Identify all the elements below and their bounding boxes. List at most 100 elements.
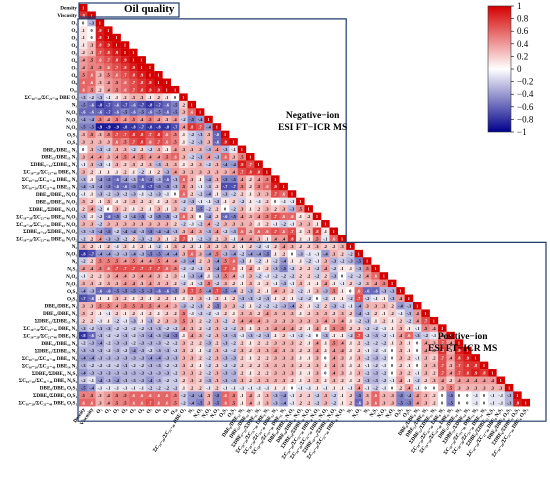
cell-value-label: -.3: [98, 333, 103, 338]
cell-value-label: .2: [299, 341, 302, 346]
heatmap-cell: [312, 354, 322, 362]
heatmap-cell: [212, 175, 222, 183]
heatmap-cell: [212, 287, 222, 295]
cell-value-label: -.4: [290, 303, 296, 308]
row-label: N₁: [72, 244, 78, 250]
cell-value-label: .7: [98, 50, 102, 55]
heatmap-cell: [87, 175, 96, 183]
cell-value-label: .2: [249, 363, 252, 368]
cell-value-label: -.8: [156, 125, 161, 130]
heatmap-cell: [246, 227, 255, 236]
cell-value-label: .7: [441, 370, 445, 375]
row-label: N₁: [72, 103, 78, 109]
cell-value-label: .6: [98, 58, 102, 63]
heatmap-cell: [129, 160, 138, 169]
heatmap-cell: [229, 234, 238, 243]
heatmap-cell: [95, 398, 105, 407]
cell-value-label: .3: [107, 199, 110, 204]
heatmap-cell: [254, 175, 263, 183]
cell-value-label: -.4: [98, 341, 104, 346]
heatmap-cell: [137, 205, 146, 213]
cell-value-label: -.2: [223, 348, 228, 353]
heatmap-cell: [479, 369, 489, 377]
cell-value-label: -.5: [139, 289, 144, 294]
cell-value-label: 1: [408, 296, 410, 301]
cell-value-label: 1: [299, 199, 301, 204]
heatmap-cell: [429, 361, 439, 370]
heatmap-cell: [413, 354, 422, 362]
heatmap-cell: [154, 138, 163, 146]
cell-value-label: -.2: [173, 370, 178, 375]
heatmap-cell: [296, 205, 305, 213]
heatmap-cell: [204, 294, 213, 303]
cell-value-label: -.3: [89, 348, 94, 353]
cell-value-label: -.7: [223, 184, 229, 189]
cell-value-label: -.1: [106, 162, 111, 167]
row-label: DBE₆/DBE₉ O₁S₁: [40, 386, 78, 392]
cell-value-label: .2: [299, 363, 302, 368]
cell-value-label: -.2: [181, 393, 186, 398]
cell-value-label: .3: [207, 266, 210, 271]
cell-value-label: .2: [299, 326, 302, 331]
heatmap-cell: [137, 354, 146, 362]
cell-value-label: .1: [407, 341, 410, 346]
heatmap-cell: [95, 123, 105, 131]
cell-value-label: .4: [90, 207, 94, 212]
heatmap-cell: [112, 234, 121, 243]
cell-value-label: .4: [140, 259, 144, 264]
heatmap-cell: [237, 234, 247, 243]
cell-value-label: .3: [265, 348, 268, 353]
cell-value-label: .3: [190, 177, 193, 182]
heatmap-cell: [413, 369, 422, 377]
heatmap-cell: [137, 234, 146, 243]
cell-value-label: .8: [140, 132, 143, 137]
heatmap-cell: [112, 123, 121, 131]
cell-value-label: -.1: [223, 385, 228, 390]
row-label: ΣDBE₁₁/ΣDBE₁₄ N₂: [35, 348, 78, 354]
heatmap-cell: [246, 249, 255, 258]
cell-value-label: .6: [407, 333, 411, 338]
heatmap-cell: [187, 175, 197, 183]
heatmap-cell: [145, 369, 155, 377]
cell-value-label: .3: [324, 400, 327, 405]
heatmap-cell: [112, 376, 121, 385]
cell-value-label: -.3: [223, 341, 228, 346]
heatmap-cell: [145, 108, 155, 116]
heatmap-cell: [145, 130, 155, 139]
heatmap-cell: [195, 383, 205, 392]
heatmap-cell: [262, 316, 272, 325]
cell-value-label: .5: [82, 393, 85, 398]
cell-value-label: .7: [132, 266, 136, 271]
cell-value-label: 1: [383, 274, 385, 279]
column-label: N₁: [187, 407, 195, 415]
heatmap-cell: [254, 324, 263, 332]
heatmap-cell: [204, 242, 213, 250]
heatmap-cell: [246, 354, 255, 362]
cell-value-label: .6: [148, 140, 152, 145]
heatmap-cell: [162, 175, 171, 183]
cell-value-label: 0: [316, 296, 318, 301]
cell-value-label: -.3: [123, 356, 128, 361]
cell-value-label: -.1: [265, 385, 270, 390]
heatmap-cell: [104, 339, 113, 347]
cell-value-label: .2: [282, 251, 285, 256]
cell-value-label: .1: [307, 303, 310, 308]
heatmap-cell: [204, 331, 213, 340]
heatmap-cell: [129, 234, 138, 243]
heatmap-cell: [229, 339, 238, 347]
heatmap-cell: [145, 249, 155, 258]
cell-value-label: -.2: [206, 311, 211, 316]
cell-value-label: .8: [132, 72, 135, 77]
heatmap-cell: [371, 331, 380, 340]
heatmap-cell: [154, 376, 163, 385]
cell-value-label: 1: [149, 65, 151, 70]
cell-value-label: -.2: [173, 378, 178, 383]
cell-value-label: .6: [190, 251, 194, 256]
cell-value-label: .5: [123, 140, 126, 145]
heatmap-cell: [279, 264, 288, 273]
heatmap-cell: [179, 369, 188, 377]
cell-value-label: -.1: [498, 400, 503, 405]
cell-value-label: .6: [165, 393, 169, 398]
heatmap-cell: [104, 153, 113, 161]
heatmap-cell: [246, 167, 255, 176]
